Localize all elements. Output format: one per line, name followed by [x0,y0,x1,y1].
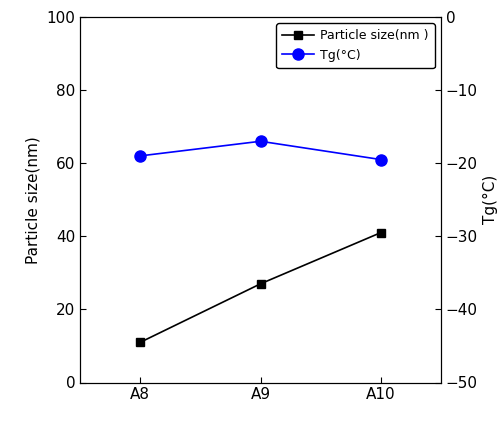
Legend: Particle size(nm ), Tg(°C): Particle size(nm ), Tg(°C) [276,23,435,68]
Particle size(nm ) [258,281,264,286]
Particle size(nm ) [137,340,143,345]
Y-axis label: Particle size(nm): Particle size(nm) [26,136,41,264]
Y-axis label: Tg(°C): Tg(°C) [483,175,498,224]
Tg(°C) [258,139,264,144]
Tg(°C) [378,157,384,162]
Particle size(nm ) [378,230,384,235]
Line: Tg(°C): Tg(°C) [135,136,386,165]
Tg(°C) [137,153,143,159]
Line: Particle size(nm ): Particle size(nm ) [136,229,385,346]
